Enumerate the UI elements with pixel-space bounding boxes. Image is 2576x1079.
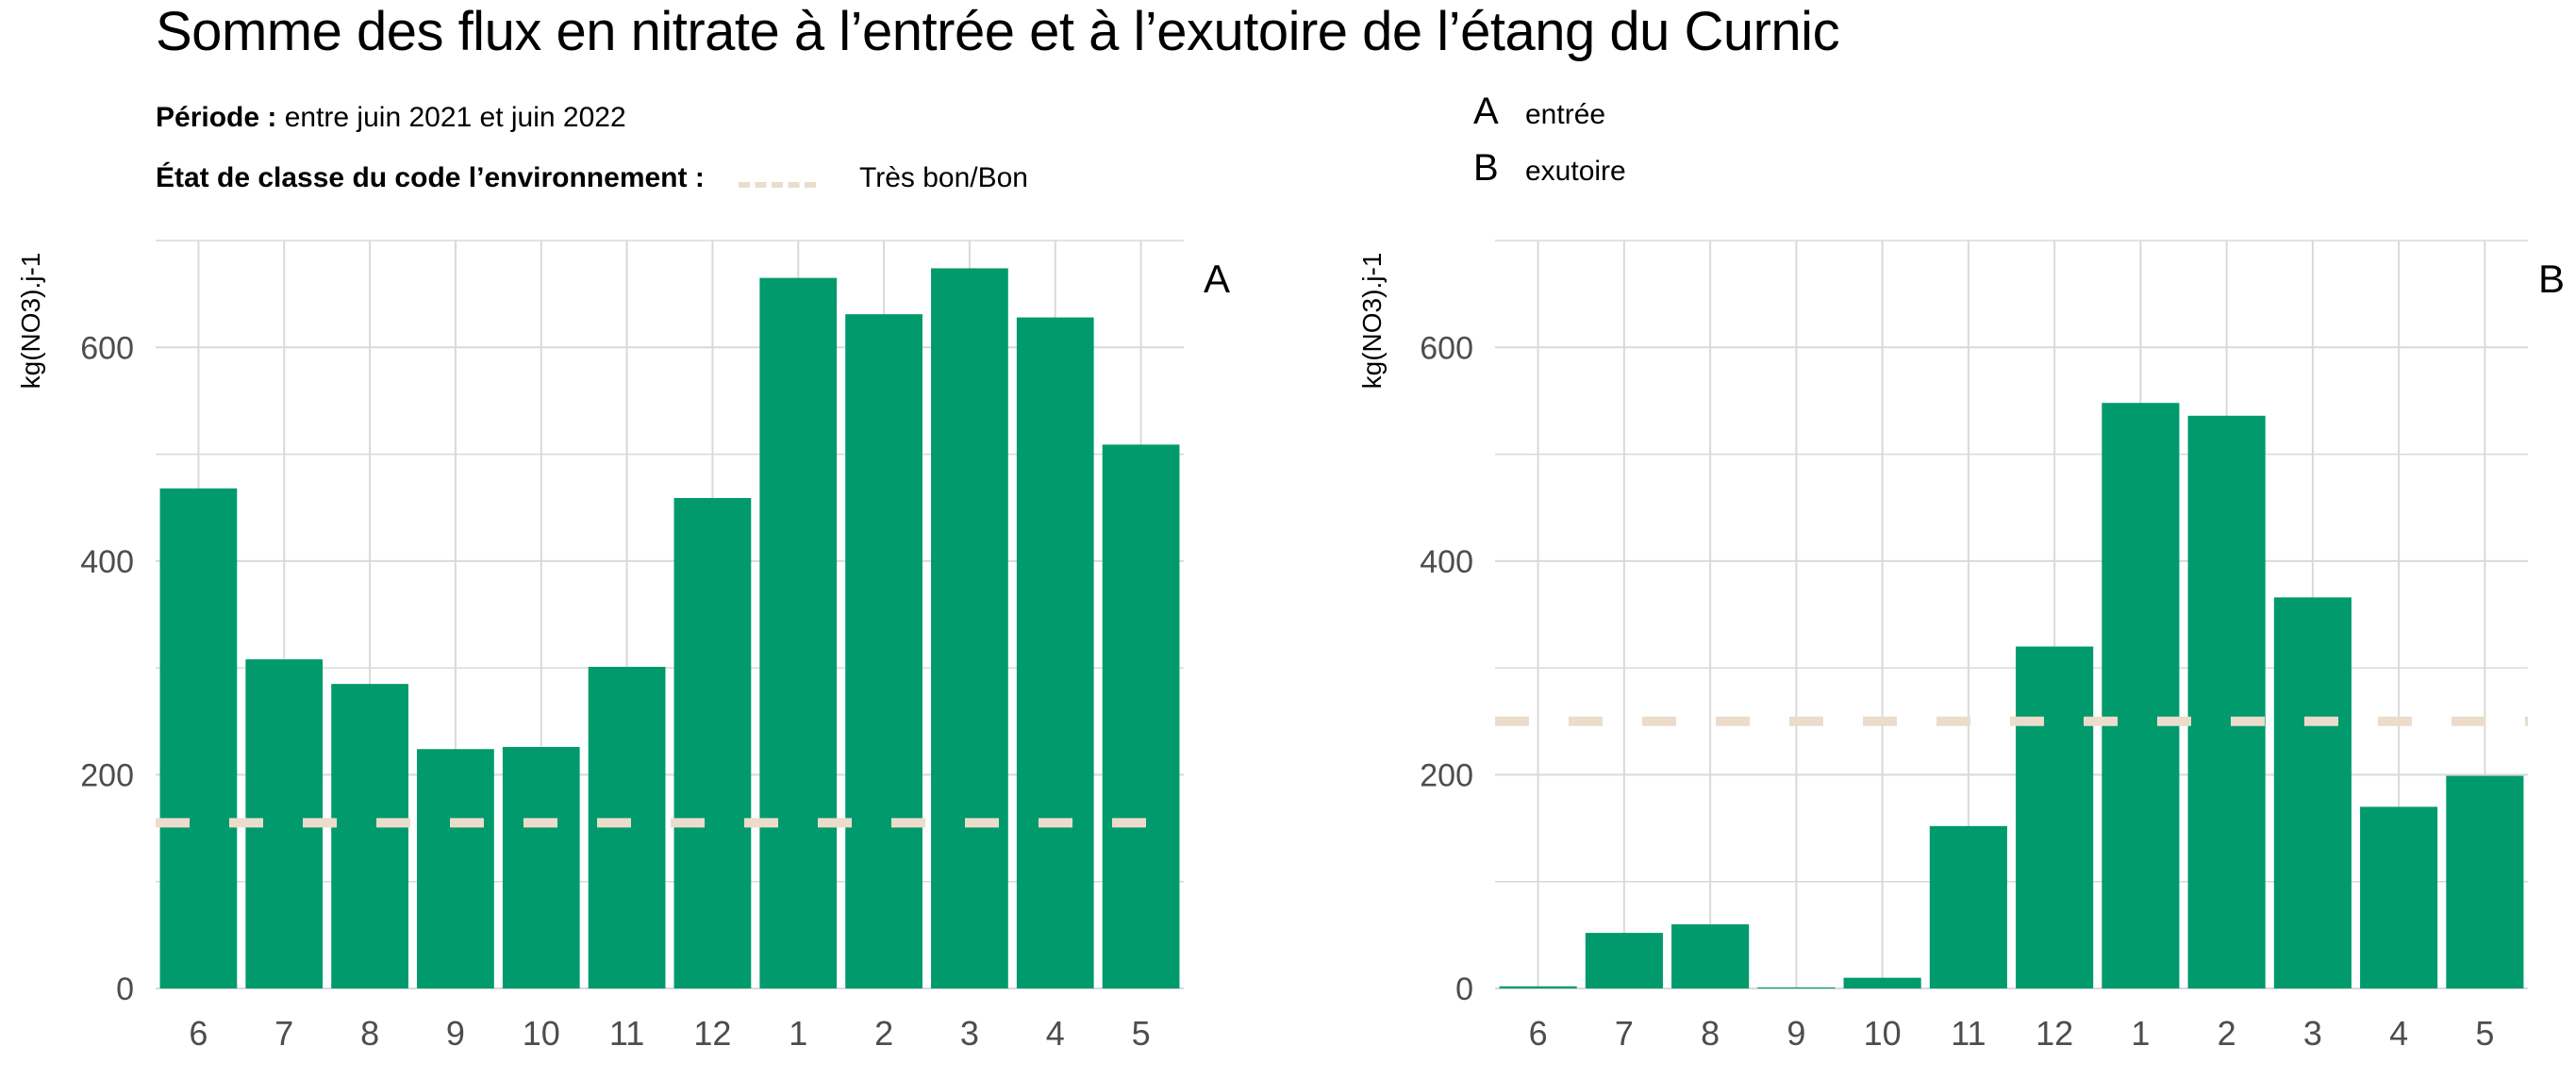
x-tick-label-a: 12 — [693, 1014, 731, 1053]
x-tick-label-b: 1 — [2131, 1014, 2150, 1053]
bar-a — [1102, 444, 1180, 988]
status-line: État de classe du code l’environnement : — [156, 162, 705, 194]
x-tick-label-a: 11 — [609, 1014, 644, 1053]
bar-a — [331, 684, 408, 988]
x-tick-label-b: 11 — [1951, 1014, 1986, 1053]
y-tick-label-b: 200 — [1420, 757, 1473, 793]
x-tick-label-a: 3 — [960, 1014, 979, 1053]
bar-b — [2016, 646, 2094, 988]
status-label: État de classe du code l’environnement : — [156, 162, 705, 193]
x-tick-label-a: 2 — [874, 1014, 893, 1053]
y-tick-label-a: 200 — [80, 757, 134, 793]
bar-a — [845, 314, 922, 989]
x-tick-label-a: 9 — [446, 1014, 465, 1053]
x-tick-label-b: 9 — [1787, 1014, 1805, 1053]
bar-b — [1929, 825, 2007, 988]
panel-key-b-letter: B — [1473, 147, 1499, 189]
y-tick-label-b: 600 — [1420, 330, 1473, 366]
period-line: Période : entre juin 2021 et juin 2022 — [156, 102, 626, 134]
x-tick-label-a: 1 — [789, 1014, 807, 1053]
panel-letter-b: B — [2538, 257, 2565, 301]
x-tick-label-b: 7 — [1615, 1014, 1634, 1053]
bar-a — [159, 488, 238, 988]
y-axis-label-b: kg(NO3).j-1 — [1357, 253, 1387, 390]
panel-key-b-label: exutoire — [1525, 156, 1626, 187]
x-tick-label-b: 3 — [2303, 1014, 2322, 1053]
bar-b — [2360, 806, 2438, 988]
y-tick-label-a: 0 — [116, 971, 134, 1007]
bar-b — [1671, 924, 1750, 988]
bar-b — [2273, 597, 2352, 988]
bar-a — [673, 498, 752, 988]
x-tick-label-a: 8 — [360, 1014, 379, 1053]
x-tick-label-b: 8 — [1701, 1014, 1720, 1053]
x-tick-label-b: 12 — [2036, 1014, 2073, 1053]
period-value: entre juin 2021 et juin 2022 — [284, 102, 626, 133]
bar-a — [759, 277, 838, 988]
period-label: Période : — [156, 102, 277, 133]
x-tick-label-a: 7 — [274, 1014, 293, 1053]
y-axis-label-a: kg(NO3).j-1 — [16, 253, 45, 390]
panel-key-a-label: entrée — [1525, 99, 1606, 130]
x-tick-label-b: 6 — [1529, 1014, 1548, 1053]
x-tick-label-a: 6 — [189, 1014, 208, 1053]
x-tick-label-a: 10 — [523, 1014, 560, 1053]
bar-b — [2187, 415, 2266, 988]
x-tick-label-b: 10 — [1864, 1014, 1902, 1053]
legend-threshold-label: Très bon/Bon — [859, 162, 1028, 193]
legend-threshold-swatch — [739, 182, 816, 188]
x-tick-label-b: 2 — [2218, 1014, 2236, 1053]
bar-b — [2102, 403, 2180, 988]
y-tick-label-b: 400 — [1420, 544, 1473, 580]
y-tick-label-b: 0 — [1455, 971, 1473, 1007]
bar-a — [502, 746, 580, 988]
y-tick-label-a: 400 — [80, 544, 134, 580]
panel-key-a-letter: A — [1473, 91, 1499, 132]
x-tick-label-b: 5 — [2475, 1014, 2494, 1053]
bar-b — [1499, 986, 1577, 988]
x-tick-label-a: 4 — [1046, 1014, 1065, 1053]
chart-title: Somme des flux en nitrate à l’entrée et … — [156, 1, 1840, 62]
bar-a — [588, 667, 666, 988]
x-tick-label-a: 5 — [1132, 1014, 1151, 1053]
y-tick-label-a: 600 — [80, 330, 134, 366]
bar-b — [1843, 977, 1921, 988]
bar-b — [2446, 775, 2524, 988]
bar-b — [1585, 933, 1663, 988]
bar-a — [1016, 317, 1094, 989]
bar-a — [417, 749, 494, 988]
panel-letter-a: A — [1204, 257, 1230, 301]
bar-a — [931, 268, 1008, 988]
x-tick-label-b: 4 — [2389, 1014, 2408, 1053]
